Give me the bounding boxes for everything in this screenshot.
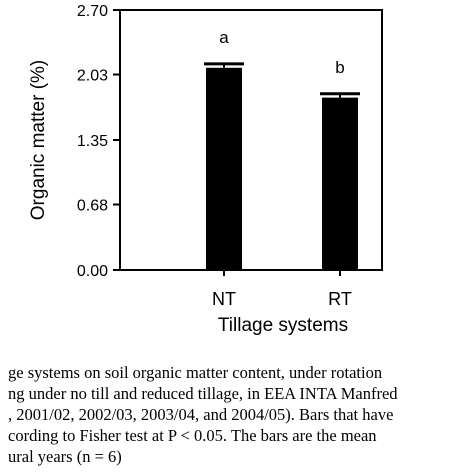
y-tick-label: 0.68 (77, 198, 108, 215)
plot-area: 0.00 0.68 1.35 2.03 2.70 a NT b RT (77, 3, 383, 309)
caption-line: ng under no till and reduced tillage, in… (8, 384, 398, 403)
x-axis-title: Tillage systems (218, 315, 348, 336)
x-tick-label: RT (328, 289, 352, 309)
y-tick-label: 1.35 (77, 133, 108, 150)
figure-caption: ge systems on soil organic matter conten… (0, 362, 474, 467)
caption-line: cording to Fisher test at P < 0.05. The … (8, 426, 377, 445)
caption-line: , 2001/02, 2002/03, 2003/04, and 2004/05… (8, 405, 394, 424)
caption-line: ge systems on soil organic matter conten… (8, 363, 383, 382)
significance-letter: b (335, 58, 344, 77)
y-axis-title: Organic matter (%) (28, 60, 49, 220)
y-tick-label: 2.03 (77, 68, 108, 85)
caption-line: ural years (n = 6) (8, 447, 122, 466)
y-tick-label: 0.00 (77, 263, 108, 280)
y-tick-label: 2.70 (77, 3, 108, 20)
significance-letter: a (219, 28, 229, 47)
bar (322, 97, 358, 270)
x-tick-label: NT (212, 289, 236, 309)
bar (206, 67, 242, 271)
